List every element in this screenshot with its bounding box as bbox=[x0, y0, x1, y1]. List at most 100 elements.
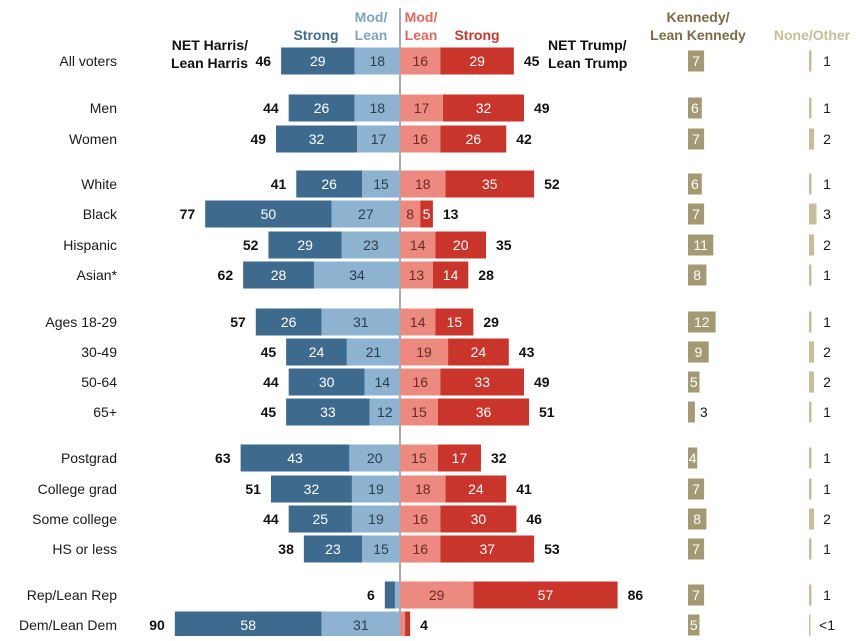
bar-trump-strong bbox=[443, 94, 524, 122]
value-none-other: 1 bbox=[823, 587, 831, 603]
value-harris-strong: 43 bbox=[287, 450, 303, 466]
header-harris-mod-line2: Lean bbox=[355, 27, 388, 43]
value-harris-strong: 23 bbox=[325, 541, 341, 557]
bar-trump-lean bbox=[400, 444, 438, 472]
header-net-trump-line1: NET Trump/ bbox=[548, 37, 627, 53]
row-label: Asian* bbox=[77, 267, 118, 283]
bar-trump-strong bbox=[435, 231, 487, 259]
value-none-other: 2 bbox=[823, 131, 831, 147]
value-trump-net: 46 bbox=[526, 511, 542, 527]
bar-harris-strong bbox=[240, 444, 350, 472]
row-label: Ages 18-29 bbox=[45, 314, 117, 330]
value-harris-lean: 23 bbox=[363, 237, 379, 253]
value-harris-net: 62 bbox=[218, 267, 234, 283]
row-label: Postgrad bbox=[61, 450, 117, 466]
value-none-other: 1 bbox=[823, 404, 831, 420]
row-label: Men bbox=[90, 100, 117, 116]
bar-harris-strong bbox=[288, 505, 352, 533]
header-trump-mod-line1: Mod/ bbox=[405, 9, 438, 25]
value-none-other: 1 bbox=[823, 541, 831, 557]
value-harris-strong: 29 bbox=[310, 53, 326, 69]
value-harris-strong: 29 bbox=[297, 237, 313, 253]
value-trump-lean: 8 bbox=[406, 206, 414, 222]
row-label: Some college bbox=[32, 511, 117, 527]
bar-kennedy bbox=[688, 508, 707, 530]
bar-trump-strong bbox=[432, 261, 469, 289]
value-trump-strong: 5 bbox=[423, 206, 431, 222]
bar-none-other bbox=[809, 203, 817, 225]
header-harris-strong: Strong bbox=[293, 27, 338, 43]
bar-kennedy bbox=[688, 614, 700, 636]
value-none-other: 3 bbox=[823, 206, 831, 222]
bar-trump-lean bbox=[400, 505, 441, 533]
value-harris-net: 44 bbox=[263, 374, 279, 390]
bar-harris-strong bbox=[174, 611, 322, 639]
bar-harris-strong bbox=[243, 261, 314, 289]
value-harris-strong: 26 bbox=[281, 314, 297, 330]
bar-none-other bbox=[809, 264, 812, 286]
bar-kennedy bbox=[688, 447, 698, 469]
value-none-other: 1 bbox=[823, 53, 831, 69]
bar-none-other bbox=[809, 234, 814, 256]
bar-harris-strong bbox=[281, 47, 355, 75]
bar-none-other bbox=[809, 50, 812, 72]
value-trump-lean: 13 bbox=[409, 267, 425, 283]
row-label: Hispanic bbox=[63, 237, 117, 253]
bar-harris-lean bbox=[354, 94, 400, 122]
bar-trump-lean bbox=[400, 231, 436, 259]
value-kennedy: 6 bbox=[691, 176, 699, 192]
value-trump-strong: 33 bbox=[474, 374, 490, 390]
value-kennedy: 9 bbox=[694, 344, 702, 360]
bar-none-other bbox=[809, 478, 812, 500]
bar-harris-strong bbox=[255, 308, 322, 336]
bar-kennedy bbox=[688, 401, 695, 423]
row-label: 30-49 bbox=[81, 344, 117, 360]
bar-none-other bbox=[809, 173, 812, 195]
value-none-other: 2 bbox=[823, 511, 831, 527]
value-kennedy: 7 bbox=[692, 587, 700, 603]
value-harris-lean: 17 bbox=[371, 131, 387, 147]
value-none-other: 1 bbox=[823, 267, 831, 283]
bar-none-other bbox=[809, 614, 811, 636]
value-harris-strong: 26 bbox=[321, 176, 337, 192]
bar-none-other bbox=[809, 508, 814, 530]
bar-kennedy bbox=[688, 97, 702, 119]
header-harris-mod-line1: Mod/ bbox=[355, 9, 388, 25]
bar-harris-lean bbox=[364, 368, 400, 396]
value-trump-lean: 29 bbox=[429, 587, 445, 603]
bar-none-other bbox=[809, 538, 812, 560]
value-trump-lean: 16 bbox=[412, 53, 428, 69]
value-harris-net: 77 bbox=[180, 206, 196, 222]
bar-harris-strong bbox=[288, 368, 365, 396]
bar-kennedy bbox=[688, 50, 705, 72]
bar-harris-lean bbox=[313, 261, 400, 289]
bar-kennedy bbox=[688, 538, 705, 560]
value-trump-strong: 32 bbox=[476, 100, 492, 116]
value-harris-strong: 25 bbox=[313, 511, 329, 527]
bar-trump-strong bbox=[435, 308, 474, 336]
bar-harris-lean bbox=[362, 535, 400, 563]
value-kennedy: 7 bbox=[692, 206, 700, 222]
bar-harris-lean bbox=[354, 47, 400, 75]
bar-trump-strong bbox=[448, 338, 509, 366]
value-kennedy: 12 bbox=[694, 314, 710, 330]
bar-trump-lean bbox=[400, 581, 474, 609]
value-trump-lean: 14 bbox=[410, 237, 426, 253]
value-harris-lean: 15 bbox=[373, 176, 389, 192]
value-trump-lean: 15 bbox=[411, 450, 427, 466]
bar-trump-strong bbox=[440, 505, 517, 533]
value-harris-strong: 32 bbox=[309, 131, 325, 147]
value-harris-lean: 34 bbox=[349, 267, 365, 283]
value-harris-strong: 28 bbox=[271, 267, 287, 283]
value-trump-net: 45 bbox=[524, 53, 540, 69]
bar-none-other bbox=[809, 97, 812, 119]
bar-harris-strong bbox=[205, 200, 332, 228]
value-harris-strong: 30 bbox=[319, 374, 335, 390]
value-trump-net: 49 bbox=[534, 100, 550, 116]
bar-harris-lean bbox=[369, 398, 400, 426]
bar-harris-strong bbox=[296, 170, 363, 198]
value-harris-lean: 21 bbox=[366, 344, 382, 360]
value-kennedy: 3 bbox=[700, 404, 708, 420]
value-trump-net: 43 bbox=[519, 344, 535, 360]
